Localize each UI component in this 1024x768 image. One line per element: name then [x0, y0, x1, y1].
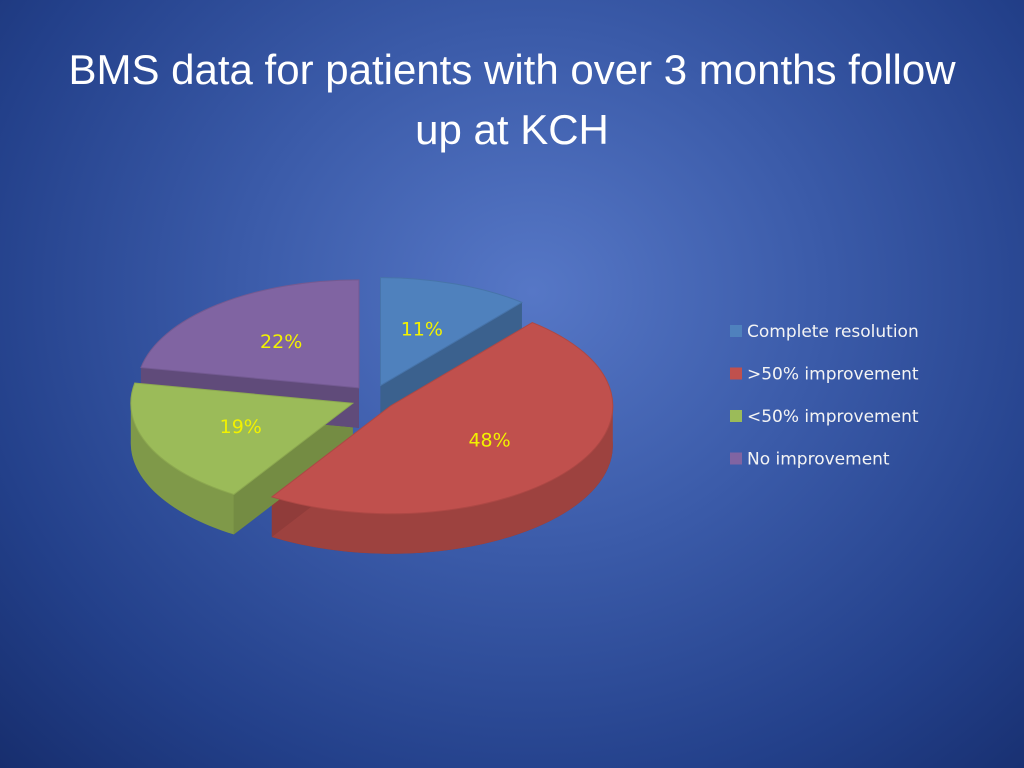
legend-swatch: [730, 410, 742, 422]
legend-swatch: [730, 452, 742, 465]
slice: [379, 277, 524, 387]
data-label: 22%: [260, 331, 302, 353]
slice-side: [271, 405, 613, 554]
legend-label: No improvement: [747, 450, 890, 470]
slice: [140, 279, 360, 389]
chart-title: BMS data for patients with over 3 months…: [68, 46, 956, 153]
legend-swatch: [730, 367, 742, 380]
slice-side: [130, 403, 234, 535]
legend-swatch: [730, 325, 742, 337]
legend-label: <50% improvement: [747, 407, 919, 427]
slice: [270, 321, 614, 515]
data-label: 48%: [468, 430, 510, 452]
data-label: 19%: [220, 416, 262, 438]
data-label: 11%: [401, 319, 443, 341]
legend-label: Complete resolution: [747, 322, 919, 342]
slice: [130, 382, 355, 495]
legend-label: >50% improvement: [747, 365, 919, 385]
